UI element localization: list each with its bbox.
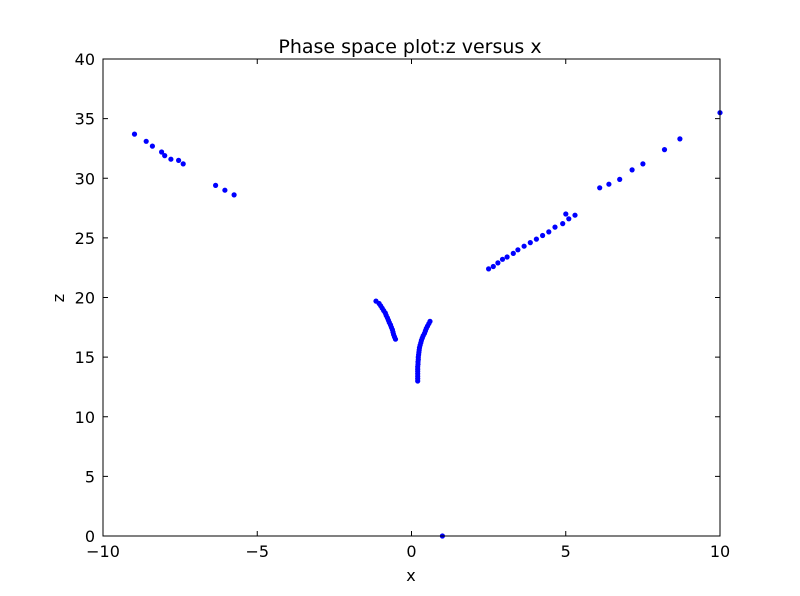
x-axis-label: x bbox=[406, 566, 415, 585]
data-point-58 bbox=[504, 254, 510, 260]
data-point-27 bbox=[392, 336, 399, 342]
y-tick-label-7: 35 bbox=[75, 110, 95, 129]
y-tick-label-0: 0 bbox=[85, 527, 95, 546]
data-point-55 bbox=[490, 263, 496, 270]
data-point-2 bbox=[149, 143, 155, 149]
data-point-9 bbox=[222, 187, 228, 193]
data-point-56 bbox=[495, 260, 501, 266]
data-point-71 bbox=[597, 185, 603, 191]
data-point-1 bbox=[143, 138, 149, 144]
x-tick-label-2: 0 bbox=[406, 542, 416, 561]
x-tick-label-4: 10 bbox=[710, 542, 730, 561]
data-point-67 bbox=[560, 221, 566, 227]
x-tick-label-3: 5 bbox=[561, 542, 571, 561]
y-tick-label-8: 40 bbox=[75, 50, 95, 69]
data-point-62 bbox=[527, 240, 533, 246]
data-point-57 bbox=[499, 256, 506, 262]
chart-title: Phase space plot:z versus x bbox=[278, 36, 541, 58]
data-point-8 bbox=[213, 182, 219, 188]
data-point-53 bbox=[415, 378, 421, 384]
data-point-7 bbox=[180, 161, 186, 167]
data-point-70 bbox=[563, 211, 569, 217]
data-point-74 bbox=[629, 167, 635, 173]
y-tick-label-1: 5 bbox=[85, 467, 95, 486]
data-point-64 bbox=[540, 232, 546, 239]
data-point-72 bbox=[606, 181, 612, 187]
x-axis-ticks: −10 −5 0 5 10 bbox=[86, 59, 730, 561]
data-point-77 bbox=[677, 136, 683, 142]
data-point-65 bbox=[546, 229, 552, 235]
data-point-59 bbox=[510, 250, 516, 256]
data-point-6 bbox=[176, 157, 182, 163]
data-point-60 bbox=[515, 247, 521, 253]
data-point-4 bbox=[162, 153, 168, 159]
x-tick-label-0: −10 bbox=[86, 542, 120, 561]
data-point-75 bbox=[640, 161, 646, 167]
data-point-69 bbox=[572, 212, 578, 218]
data-points bbox=[131, 110, 723, 539]
y-axis-label: z bbox=[49, 294, 68, 302]
data-point-0 bbox=[131, 131, 138, 137]
y-tick-label-5: 25 bbox=[75, 229, 95, 248]
data-point-66 bbox=[552, 224, 558, 230]
x-tick-label-1: −5 bbox=[245, 542, 269, 561]
data-point-5 bbox=[168, 156, 174, 162]
y-axis-ticks: 0 5 10 15 20 25 30 35 40 bbox=[75, 50, 720, 546]
data-point-73 bbox=[617, 176, 623, 182]
y-tick-label-6: 30 bbox=[75, 169, 95, 188]
data-point-3 bbox=[159, 149, 165, 155]
data-point-68 bbox=[566, 216, 572, 222]
data-point-63 bbox=[533, 236, 540, 242]
data-point-54 bbox=[486, 266, 492, 272]
data-point-76 bbox=[661, 147, 668, 153]
y-tick-label-3: 15 bbox=[75, 348, 95, 367]
data-point-61 bbox=[521, 243, 527, 249]
data-point-10 bbox=[231, 192, 237, 198]
y-tick-label-4: 20 bbox=[75, 289, 95, 308]
y-tick-label-2: 10 bbox=[75, 408, 95, 427]
